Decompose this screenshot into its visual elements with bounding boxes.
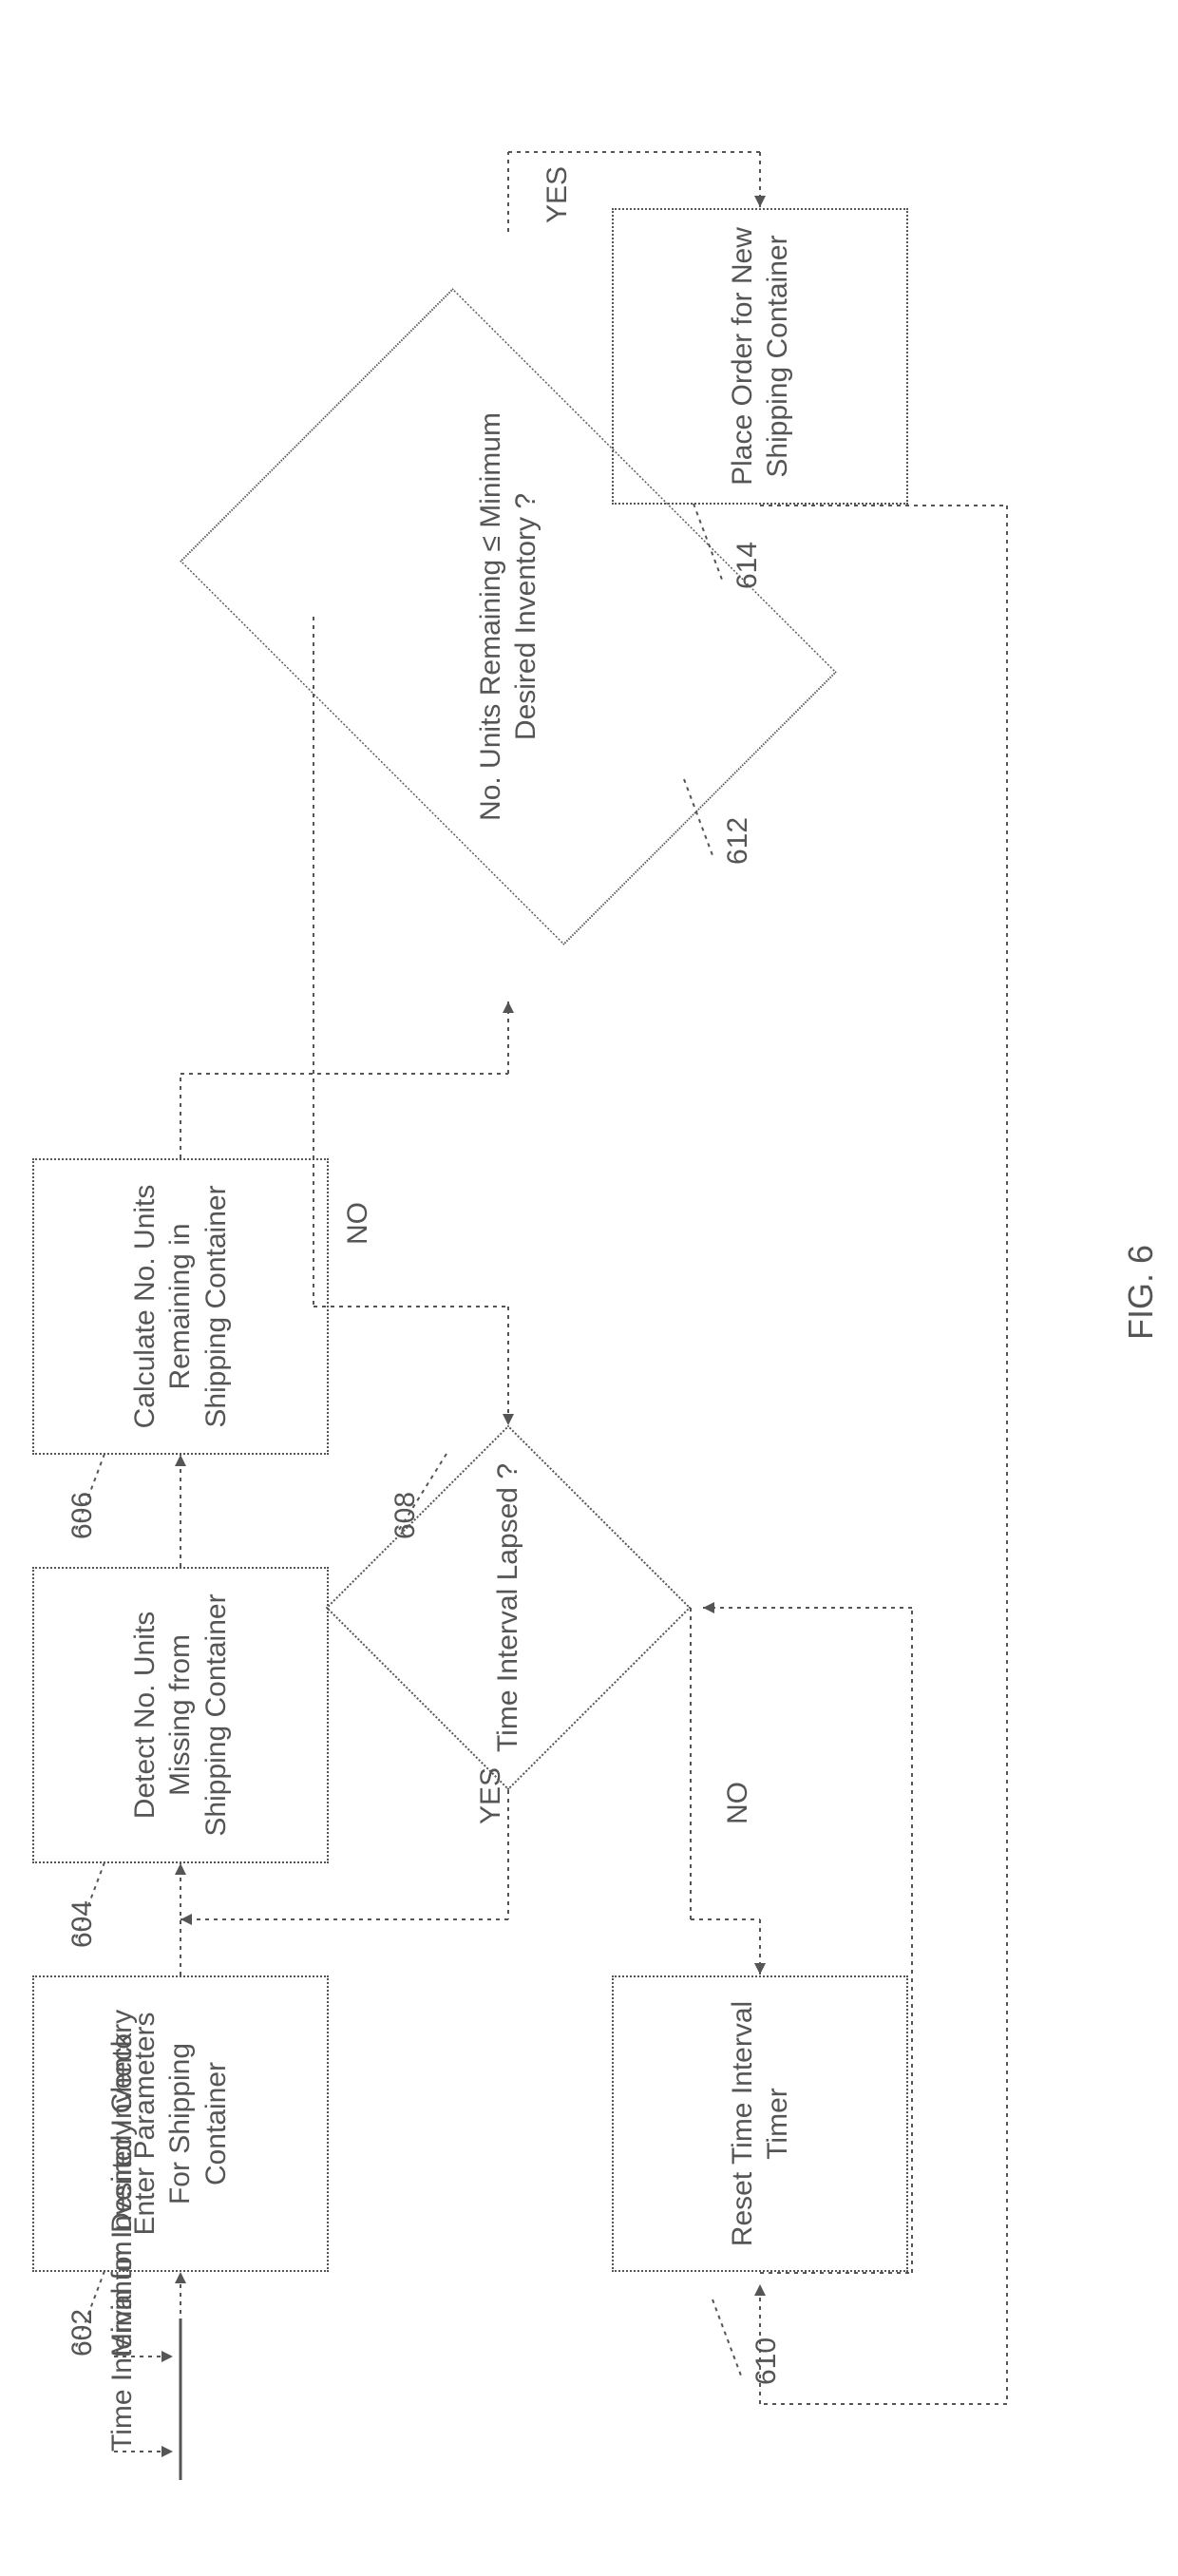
edge-label-608-yes: YES: [475, 1767, 507, 1824]
node-enter-parameters: Enter Parameters For Shipping Container: [32, 1975, 329, 2272]
figure-caption: FIG. 6: [1121, 1245, 1161, 1340]
node-calc-remaining: Calculate No. Units Remaining in Shippin…: [32, 1158, 329, 1455]
edge-label-612-no: NO: [342, 1202, 374, 1245]
ref-608: 608: [390, 1492, 422, 1539]
ref-604: 604: [66, 1900, 99, 1948]
decision-time-lapsed: Time Interval Lapsed ?: [326, 1425, 691, 1790]
flowchart-canvas: Minimum Desired Inventory Time Interval …: [0, 0, 1178, 2576]
edge-label-612-yes: YES: [542, 166, 574, 223]
ref-606: 606: [66, 1492, 99, 1539]
decision-min-inventory-label: No. Units Remaining ≤ Minimum Desired In…: [124, 379, 893, 854]
decision-time-lapsed-label: Time Interval Lapsed ?: [326, 1425, 691, 1790]
edge-label-608-no: NO: [722, 1782, 754, 1824]
node-reset-timer: Reset Time Interval Timer: [612, 1975, 908, 2272]
ref-602: 602: [66, 2309, 99, 2357]
ref-614: 614: [732, 542, 764, 589]
ref-610: 610: [750, 2337, 783, 2385]
ref-612: 612: [722, 817, 754, 865]
node-detect-missing: Detect No. Units Missing from Shipping C…: [32, 1567, 329, 1863]
decision-min-inventory: No. Units Remaining ≤ Minimum Desired In…: [124, 232, 893, 1002]
